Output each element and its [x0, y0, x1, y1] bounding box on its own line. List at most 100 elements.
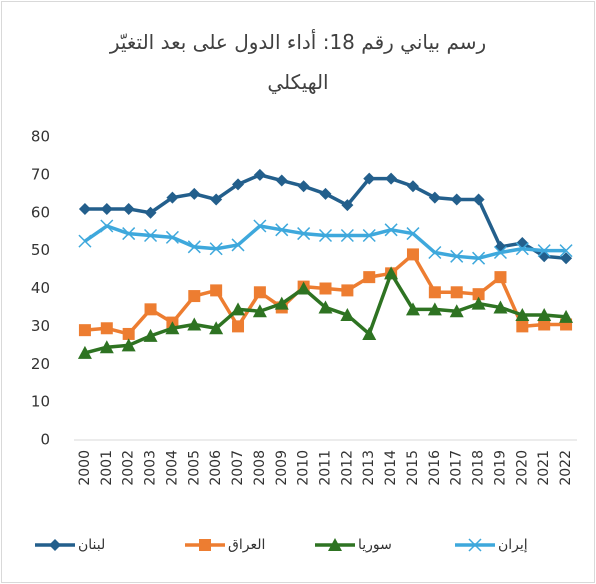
- point: [494, 271, 507, 284]
- y-tick-label: 40: [31, 279, 50, 297]
- point: [515, 308, 530, 322]
- point: [449, 304, 464, 318]
- x-tick-label: 2005: [186, 450, 202, 486]
- point: [78, 234, 92, 248]
- point: [144, 228, 158, 243]
- x-tick-label: 2020: [514, 450, 530, 486]
- point: [100, 322, 113, 335]
- point: [428, 191, 441, 204]
- point: [516, 320, 529, 333]
- point: [210, 284, 223, 297]
- point: [49, 539, 61, 551]
- point: [253, 219, 267, 233]
- point: [405, 302, 420, 316]
- point: [253, 168, 266, 181]
- point: [450, 249, 464, 263]
- x-tick-label: 2008: [252, 450, 268, 486]
- point: [472, 288, 485, 301]
- y-tick-label: 20: [31, 355, 50, 373]
- point: [78, 324, 91, 337]
- point: [340, 228, 354, 243]
- point: [143, 328, 158, 342]
- y-tick-label: 60: [31, 203, 50, 221]
- point: [319, 187, 332, 200]
- legend-label: العراق: [228, 537, 265, 553]
- x-tick-label: 2017: [449, 450, 465, 486]
- point: [341, 199, 354, 212]
- point: [78, 202, 91, 215]
- point: [209, 321, 224, 335]
- point: [406, 227, 420, 241]
- point: [450, 193, 463, 206]
- x-tick-label: 2012: [339, 450, 355, 486]
- point: [274, 296, 289, 310]
- point: [210, 193, 223, 206]
- x-tick-label: 2022: [558, 450, 574, 486]
- x-tick-label: 2011: [318, 450, 334, 486]
- point: [472, 193, 485, 206]
- point: [406, 180, 419, 193]
- point: [340, 308, 355, 322]
- x-tick-label: 2006: [208, 450, 224, 486]
- point: [231, 238, 245, 252]
- x-tick-label: 2004: [164, 450, 180, 486]
- point: [165, 230, 179, 244]
- y-tick-label: 80: [31, 128, 50, 146]
- point: [318, 300, 333, 314]
- point: [209, 242, 223, 256]
- y-tick-label: 70: [31, 165, 50, 183]
- x-tick-label: 2003: [143, 450, 159, 486]
- point: [318, 228, 333, 243]
- point: [493, 300, 508, 314]
- point: [428, 286, 441, 299]
- point: [559, 244, 573, 258]
- x-tick-label: 2001: [99, 450, 115, 486]
- point: [471, 296, 486, 310]
- point: [450, 286, 463, 299]
- point: [188, 187, 201, 200]
- point: [297, 227, 311, 241]
- point: [406, 248, 419, 261]
- point: [537, 244, 551, 258]
- point: [537, 308, 552, 322]
- point: [515, 242, 529, 256]
- point: [559, 309, 574, 323]
- x-tick-label: 2016: [427, 450, 443, 486]
- x-tick-label: 2014: [383, 450, 399, 486]
- legend-item: العراق: [185, 537, 265, 553]
- point: [362, 228, 376, 243]
- legend-label: سوريا: [358, 537, 392, 553]
- y-tick-label: 50: [31, 241, 50, 259]
- point: [232, 320, 245, 333]
- point: [362, 326, 377, 340]
- point: [144, 206, 157, 219]
- point: [275, 223, 289, 237]
- x-tick-label: 2015: [405, 450, 421, 486]
- x-tick-label: 2021: [536, 450, 552, 486]
- point: [384, 223, 398, 237]
- point: [428, 245, 442, 260]
- legend-item: إيران: [455, 537, 528, 553]
- chart-title: رسم بياني رقم 18: أداء الدول على بعد الت…: [109, 30, 487, 94]
- point: [166, 191, 179, 204]
- x-tick-label: 2019: [492, 450, 508, 486]
- point: [363, 172, 376, 185]
- point: [231, 302, 246, 316]
- point: [99, 340, 114, 354]
- x-tick-label: 2002: [121, 450, 137, 486]
- x-tick-label: 2010: [296, 450, 312, 486]
- legend-item: لبنان: [35, 537, 105, 553]
- point: [560, 252, 573, 265]
- point: [232, 178, 245, 191]
- y-tick-label: 0: [40, 431, 50, 449]
- y-tick-label: 10: [31, 393, 50, 411]
- x-tick-label: 2009: [274, 450, 290, 486]
- point: [199, 539, 211, 551]
- point: [493, 245, 507, 260]
- point: [319, 282, 332, 295]
- series-line: [84, 173, 567, 260]
- point: [275, 174, 288, 187]
- point: [121, 338, 136, 352]
